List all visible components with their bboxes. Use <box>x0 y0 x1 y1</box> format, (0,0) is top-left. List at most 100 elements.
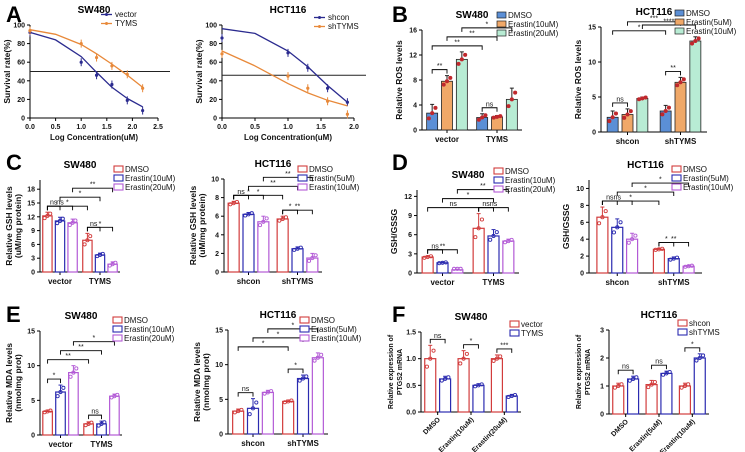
significance-bracket <box>431 69 448 74</box>
data-point <box>28 28 32 33</box>
panel-letter-a: A <box>6 2 22 27</box>
significance-label: ** <box>670 65 676 72</box>
replicate-point <box>250 406 256 411</box>
y-tick-label: 0 <box>219 432 223 439</box>
replicate-point <box>628 109 633 114</box>
replicate-point <box>319 352 324 357</box>
data-point <box>125 98 129 102</box>
legend-label: shTYMS <box>689 328 720 337</box>
replicate-point <box>315 355 320 360</box>
data-point <box>94 73 99 77</box>
x-tick-label: Erastin(20uM) <box>471 416 509 452</box>
significance-bracket <box>431 45 483 50</box>
bar <box>311 357 324 435</box>
replicate-point <box>479 217 485 222</box>
legend-label: Erastin(10uM) <box>683 183 734 192</box>
x-axis-label: Log Concentration(uM) <box>244 133 332 142</box>
x-tick-label: Erastin(10uM) <box>438 416 476 452</box>
x-tick-label: 1.5 <box>102 124 112 131</box>
replicate-point <box>646 385 651 390</box>
legend-swatch <box>297 165 308 173</box>
y-tick-label: 8 <box>215 195 219 202</box>
replicate-point <box>458 361 463 366</box>
replicate-point <box>48 211 53 216</box>
replicate-point <box>643 95 648 100</box>
replicate-point <box>300 376 306 381</box>
y-tick-label: 6 <box>408 232 412 239</box>
significance-label: ns <box>90 221 98 228</box>
significance-label: * <box>291 322 294 329</box>
legend-label: Erastin(5uM) <box>686 18 732 27</box>
y-axis-label: GSH/GSSG <box>561 203 571 249</box>
y-tick-label: 9 <box>408 213 412 220</box>
y-tick-label: 2 <box>600 356 604 363</box>
replicate-point <box>45 213 50 218</box>
legend-swatch <box>493 167 504 175</box>
y-tick-label: 4 <box>215 232 219 239</box>
x-tick-label: shTYMS <box>282 277 314 286</box>
bar <box>232 410 245 435</box>
y-axis-label: Relative expression of <box>388 334 395 409</box>
replicate-point <box>257 223 263 228</box>
significance-bracket <box>496 348 513 353</box>
legend-swatch <box>299 325 310 333</box>
chart-b2: 0 5 10 15 HCT116 Relative ROS levels shcon shTY… <box>573 7 737 146</box>
bar <box>441 80 453 131</box>
replicate-point <box>678 80 683 85</box>
legend-label: DMSO <box>686 9 710 18</box>
replicate-point <box>82 242 87 247</box>
replicate-point <box>607 119 612 124</box>
y-axis-label: Relative MDA levels <box>192 342 202 422</box>
significance-bracket <box>427 207 480 212</box>
fit-curve-tyms <box>29 29 144 88</box>
replicate-point <box>456 61 461 66</box>
x-tick-label: shcon <box>237 277 261 286</box>
legend-label: shcon <box>328 13 349 22</box>
y-tick-label: 15 <box>588 25 596 32</box>
legend-label: vector <box>115 10 137 19</box>
replicate-point <box>480 115 485 120</box>
replicate-point <box>297 378 302 383</box>
significance-bracket <box>72 187 114 193</box>
significance-label: **** <box>663 19 674 26</box>
y-tick-label: 12 <box>409 53 417 60</box>
significance-label: ** <box>270 180 276 187</box>
x-tick-label: TYMS <box>482 278 505 287</box>
significance-label: ** <box>671 236 677 243</box>
replicate-point <box>58 389 63 395</box>
replicate-point <box>68 374 73 379</box>
significance-label: * <box>79 191 82 198</box>
replicate-point <box>461 356 466 361</box>
legend-label: Erastin(10uM) <box>124 325 175 334</box>
x-tick-label: DMSO <box>422 416 442 436</box>
legend-swatch <box>297 174 308 182</box>
significance-bracket <box>262 176 313 182</box>
y-tick-label: 3 <box>31 256 35 263</box>
y-tick-label: 1.5 <box>406 330 416 337</box>
replicate-point <box>431 348 436 353</box>
x-tick-label: DMSO <box>610 418 630 438</box>
data-point <box>110 82 114 87</box>
replicate-point <box>626 240 631 245</box>
significance-label: * <box>294 363 297 370</box>
significance-bracket <box>616 191 675 197</box>
significance-label: ** <box>469 30 475 37</box>
replicate-point <box>610 115 615 120</box>
significance-bracket <box>684 347 701 352</box>
y-tick-label: 15 <box>215 328 223 335</box>
legend-label: TYMS <box>115 19 137 28</box>
chart-e2: 0 5 10 15 HCT116 Relative MDA levels (nmolmg p… <box>192 310 362 448</box>
significance-label: ns <box>606 195 614 202</box>
bar <box>438 378 452 413</box>
y-tick-label: 5 <box>31 398 35 405</box>
data-point <box>345 100 349 104</box>
replicate-point <box>247 412 252 417</box>
x-tick-label: 0.0 <box>217 124 227 131</box>
data-point <box>286 74 290 78</box>
replicate-point <box>115 392 120 397</box>
data-point <box>220 36 224 40</box>
significance-bracket <box>86 226 114 232</box>
significance-bracket <box>59 196 101 202</box>
y-axis-label: Relative expression of <box>576 334 583 409</box>
